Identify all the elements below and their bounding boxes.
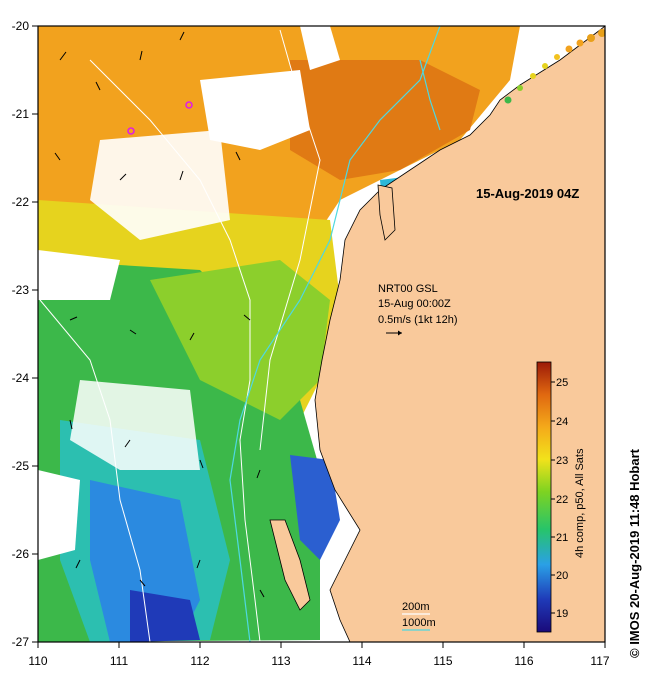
y-tick-label: -20 <box>12 19 30 33</box>
depth-legend-200: 200m <box>402 601 430 613</box>
colorbar-tick-label: 22 <box>556 494 568 506</box>
x-tick-label: 114 <box>352 654 371 668</box>
x-axis <box>37 642 606 648</box>
y-tick-label: -25 <box>12 459 30 473</box>
current-info: NRT00 GSL 15-Aug 00:00Z 0.5m/s (1kt 12h) <box>378 283 457 336</box>
colorbar-tick-label: 21 <box>556 532 568 544</box>
station-marker <box>185 101 193 109</box>
sst-hot-northeast <box>290 60 480 180</box>
depth-legend-1000: 1000m <box>402 617 436 629</box>
land-cape <box>377 184 396 241</box>
colorbar-tick-label: 25 <box>556 377 568 389</box>
date-label: 15-Aug-2019 04Z <box>476 186 579 201</box>
colorbar-scale <box>536 361 552 633</box>
current-vectors <box>54 31 265 598</box>
credit-text: © IMOS 20-Aug-2019 11:48 Hobart <box>627 448 642 658</box>
cloud-gap <box>300 26 340 70</box>
station-marker <box>127 127 135 135</box>
cloud-gap <box>200 70 310 150</box>
depth-legend: 200m 1000m <box>402 601 436 631</box>
sst-lightgreen <box>150 260 330 420</box>
plot-frame <box>37 25 606 643</box>
y-tick-label: -21 <box>12 107 30 121</box>
colorbar-ticks <box>551 381 555 614</box>
x-tick-labels: 110 111 112 113 114 115 116 117 <box>28 654 609 668</box>
colorbar-tick-label: 23 <box>556 455 568 467</box>
y-tick-label: -27 <box>12 635 30 649</box>
cloud-gap <box>38 250 120 300</box>
colorbar-tick-label: 20 <box>556 570 568 582</box>
y-tick-label: -23 <box>12 283 30 297</box>
cloud-gap <box>90 130 230 240</box>
x-tick-label: 110 <box>28 654 47 668</box>
land-western-australia <box>314 26 605 642</box>
sst-deepblue-south <box>130 590 200 642</box>
y-tick-label: -22 <box>12 195 30 209</box>
x-tick-label: 112 <box>190 654 209 668</box>
y-tick-labels: -20 -21 -22 -23 -24 -25 -26 -27 <box>12 19 30 649</box>
colorbar-title: 4h comp, p50, All Sats <box>574 448 586 558</box>
x-tick-label: 113 <box>271 654 290 668</box>
sst-blue-sharkbay <box>290 455 340 560</box>
land-peninsula <box>269 519 311 611</box>
track-line <box>229 26 441 642</box>
colorbar: 4h comp, p50, All Sats 19 20 21 22 23 24… <box>536 361 586 633</box>
x-tick-label: 115 <box>433 654 452 668</box>
cloud-gap <box>38 470 80 560</box>
plot-area <box>38 26 605 642</box>
x-tick-label: 111 <box>110 654 129 668</box>
current-info-line: 15-Aug 00:00Z <box>378 298 451 310</box>
colorbar-tick-label: 24 <box>556 416 568 428</box>
scale-arrow-head <box>398 330 402 336</box>
y-axis <box>32 25 38 643</box>
coastal-dots <box>504 29 605 104</box>
y-tick-label: -26 <box>12 547 30 561</box>
y-tick-label: -24 <box>12 371 30 385</box>
colorbar-tick-label: 19 <box>556 608 568 620</box>
cloud-gap <box>70 380 200 470</box>
x-tick-label: 116 <box>514 654 533 668</box>
current-info-line: NRT00 GSL <box>378 283 438 295</box>
x-tick-label: 117 <box>590 654 609 668</box>
current-info-line: 0.5m/s (1kt 12h) <box>378 314 457 326</box>
